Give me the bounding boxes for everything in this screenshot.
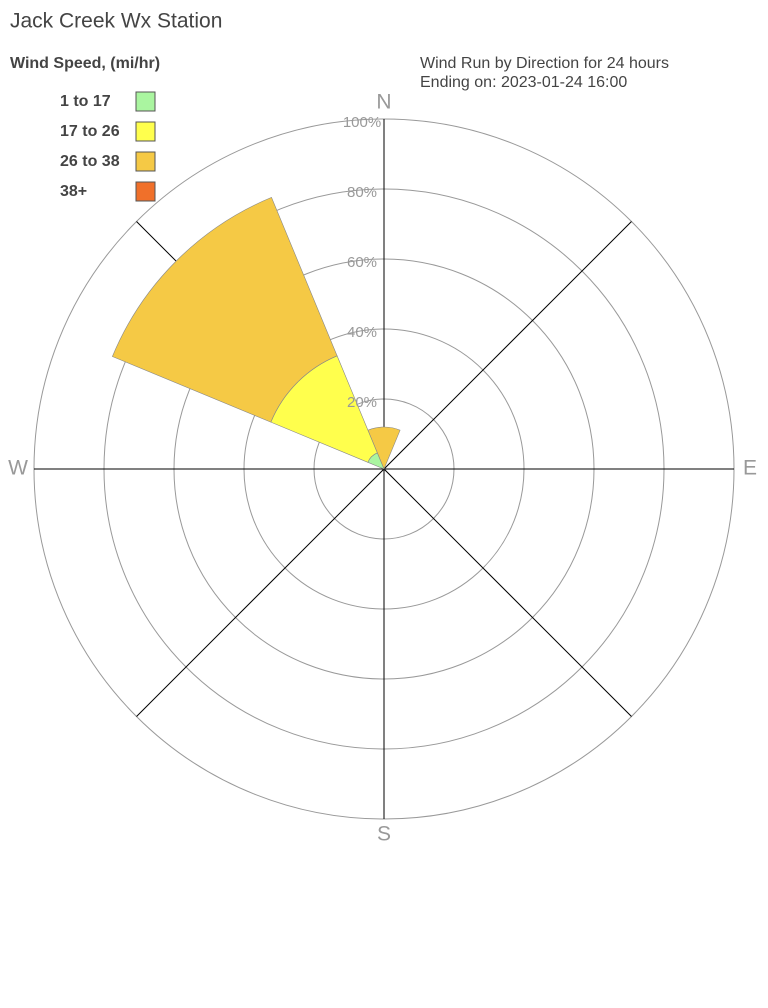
- direction-label: E: [743, 457, 757, 480]
- r-tick-label: 40%: [347, 324, 377, 341]
- r-tick-label: 100%: [343, 114, 381, 131]
- wedge: [111, 196, 338, 423]
- legend-label: 1 to 17: [60, 93, 111, 110]
- legend-label: 17 to 26: [60, 123, 120, 140]
- direction-label: W: [8, 457, 28, 480]
- direction-label: S: [377, 823, 391, 846]
- legend-swatch: [135, 151, 156, 172]
- r-tick-label: 60%: [347, 254, 377, 271]
- direction-label: N: [376, 91, 391, 114]
- r-tick-label: 20%: [347, 394, 377, 411]
- legend-swatch: [135, 91, 156, 112]
- legend-swatch: [135, 121, 156, 142]
- legend-swatch: [135, 181, 156, 202]
- legend-label: 38+: [60, 183, 87, 200]
- legend-title: Wind Speed, (mi/hr): [10, 55, 160, 72]
- subtitle: Ending on: 2023-01-24 16:00: [420, 74, 627, 91]
- r-tick-label: 80%: [347, 184, 377, 201]
- chart-title: Jack Creek Wx Station: [10, 10, 222, 33]
- legend-label: 26 to 38: [60, 153, 120, 170]
- subtitle: Wind Run by Direction for 24 hours: [420, 55, 669, 72]
